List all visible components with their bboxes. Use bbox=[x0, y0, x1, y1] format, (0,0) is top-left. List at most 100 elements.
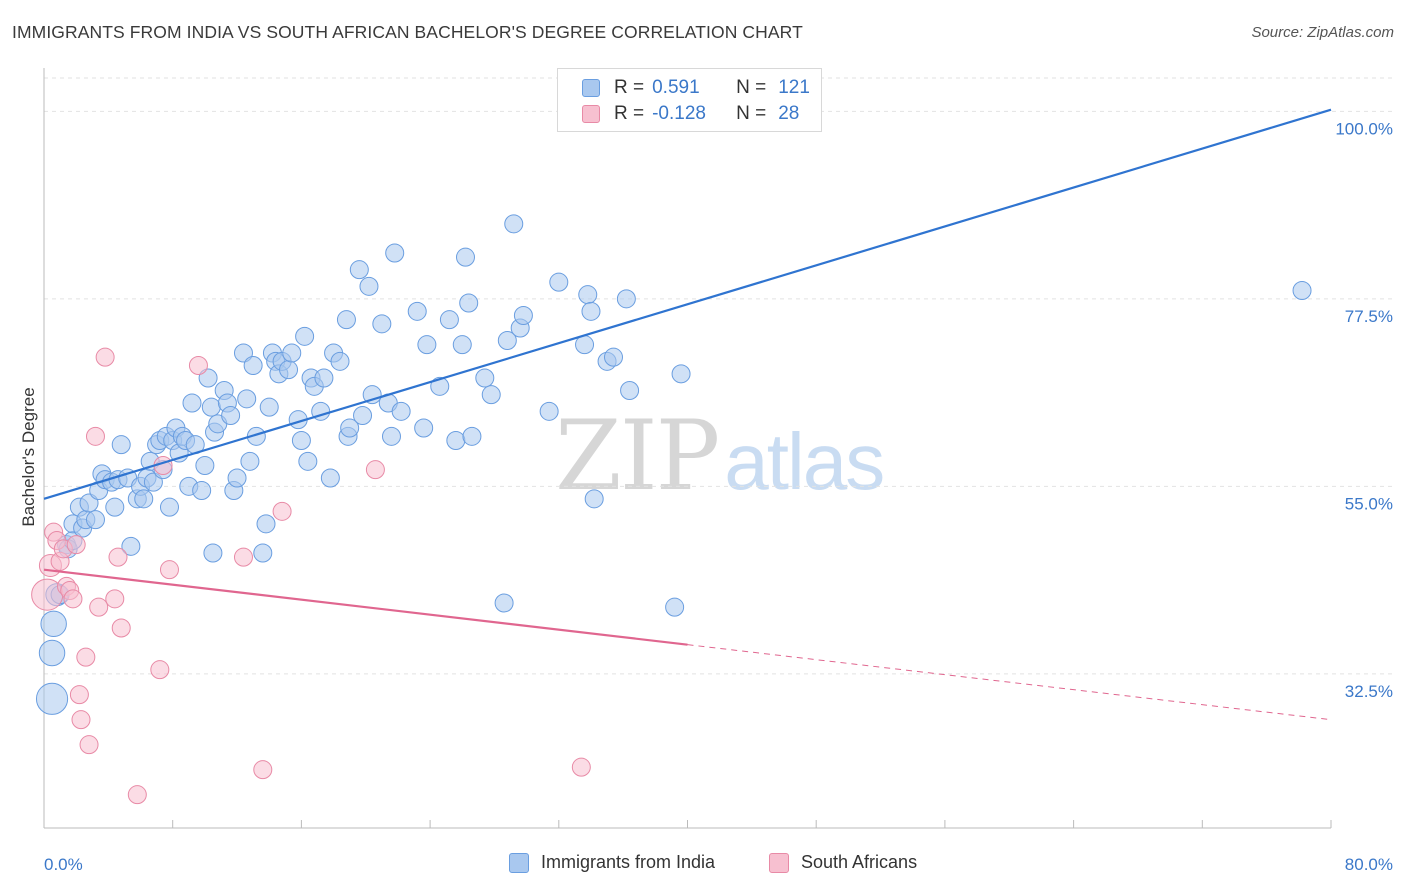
india-point bbox=[79, 493, 99, 513]
india-point bbox=[35, 682, 69, 715]
x-tick-label-start: 0.0% bbox=[44, 855, 83, 874]
india-trend-line bbox=[43, 108, 1332, 500]
south-african-trend-line-dashed bbox=[687, 644, 1332, 721]
legend-r-value: 0.591 bbox=[652, 77, 700, 98]
south-african-point bbox=[272, 501, 292, 521]
y-tick-label: 100.0% bbox=[1335, 119, 1393, 138]
india-point bbox=[359, 276, 379, 296]
india-point bbox=[494, 593, 514, 613]
india-point bbox=[282, 343, 302, 363]
bottom-legend-swatch-india bbox=[509, 852, 529, 873]
y-tick-label: 32.5% bbox=[1345, 682, 1393, 701]
india-point bbox=[198, 368, 218, 388]
india-point bbox=[243, 356, 263, 375]
legend-n-value: 121 bbox=[778, 77, 810, 98]
india-point bbox=[203, 543, 223, 563]
source-credit: Source: ZipAtlas.com bbox=[1251, 24, 1394, 41]
legend-swatch-india bbox=[582, 79, 600, 97]
india-point bbox=[584, 489, 604, 509]
india-point bbox=[38, 639, 66, 667]
bottom-legend-south-africans: South Africans bbox=[769, 852, 917, 873]
x-tick-label-end: 80.0% bbox=[1345, 855, 1393, 874]
south-african-trend-line bbox=[43, 568, 688, 646]
india-point bbox=[513, 306, 533, 325]
india-point bbox=[462, 426, 482, 446]
india-point bbox=[497, 331, 517, 350]
india-point bbox=[578, 285, 598, 305]
legend-swatch-south-africans bbox=[582, 105, 600, 123]
india-point bbox=[539, 401, 559, 421]
india-point bbox=[201, 397, 221, 417]
south-african-point bbox=[66, 535, 86, 555]
bottom-legend-india: Immigrants from India bbox=[509, 852, 715, 873]
south-african-point bbox=[253, 760, 273, 780]
india-point bbox=[603, 347, 623, 367]
south-african-point bbox=[159, 560, 179, 580]
trend-layer bbox=[43, 108, 1332, 721]
legend-row-south-africans: R = -0.128 N = 28 bbox=[582, 102, 799, 126]
india-point bbox=[340, 418, 360, 438]
bottom-legend-swatch-south-africans bbox=[769, 852, 789, 873]
india-point bbox=[192, 481, 212, 500]
india-point bbox=[504, 214, 524, 234]
india-point bbox=[105, 497, 125, 517]
axes bbox=[43, 68, 1332, 829]
india-point bbox=[381, 426, 401, 446]
india-point bbox=[253, 543, 273, 563]
series-layer bbox=[31, 214, 1312, 805]
india-point bbox=[336, 310, 356, 330]
india-point bbox=[455, 247, 475, 267]
india-point bbox=[349, 260, 369, 280]
india-point bbox=[430, 376, 450, 396]
india-point bbox=[182, 393, 202, 413]
south-african-point bbox=[85, 426, 105, 446]
india-point bbox=[40, 610, 67, 638]
india-point bbox=[295, 326, 315, 346]
y-tick-label: 55.0% bbox=[1345, 494, 1393, 513]
legend-r-label: R = bbox=[614, 103, 645, 124]
india-point bbox=[665, 597, 685, 617]
india-point bbox=[121, 536, 141, 556]
south-african-point bbox=[71, 710, 91, 730]
watermark-zip: ZIP bbox=[555, 400, 720, 512]
india-point bbox=[372, 314, 392, 334]
series-south-africans bbox=[31, 347, 591, 805]
india-point bbox=[111, 435, 131, 455]
india-point bbox=[134, 489, 154, 509]
south-african-point bbox=[111, 618, 131, 638]
grid-lines bbox=[44, 77, 1392, 675]
y-tick-label: 77.5% bbox=[1345, 307, 1393, 326]
india-point bbox=[452, 335, 472, 355]
label-layer: 32.5% 55.0% 77.5% 100.0% 0.0% 80.0% Bachelor's… bbox=[19, 119, 1393, 874]
india-point bbox=[481, 385, 501, 405]
india-point bbox=[259, 397, 279, 417]
legend-n-value: 28 bbox=[778, 103, 800, 124]
south-african-point bbox=[105, 589, 125, 609]
india-point bbox=[1292, 281, 1312, 300]
india-point bbox=[459, 293, 479, 313]
india-point bbox=[620, 381, 640, 400]
stats-legend: R = 0.591 N = 121 R = -0.128 N = 28 bbox=[557, 68, 822, 132]
india-point bbox=[240, 451, 260, 471]
south-african-point bbox=[63, 589, 83, 609]
legend-n-label: N = bbox=[736, 103, 767, 124]
south-african-point bbox=[150, 660, 170, 680]
south-african-point bbox=[233, 547, 253, 567]
india-point bbox=[279, 360, 299, 380]
india-point bbox=[320, 468, 340, 488]
south-african-point bbox=[188, 356, 208, 375]
india-point bbox=[256, 514, 276, 534]
india-point bbox=[237, 389, 257, 409]
india-point bbox=[353, 406, 373, 425]
south-african-point bbox=[79, 735, 99, 755]
india-point bbox=[407, 301, 427, 321]
india-point bbox=[85, 510, 105, 530]
india-point bbox=[330, 351, 350, 371]
india-point bbox=[291, 431, 311, 450]
india-point bbox=[159, 497, 179, 517]
bottom-legend-label-south-africans: South Africans bbox=[801, 852, 918, 872]
bottom-legend-label-india: Immigrants from India bbox=[541, 852, 716, 872]
india-point bbox=[227, 468, 247, 488]
south-african-point bbox=[95, 347, 115, 367]
